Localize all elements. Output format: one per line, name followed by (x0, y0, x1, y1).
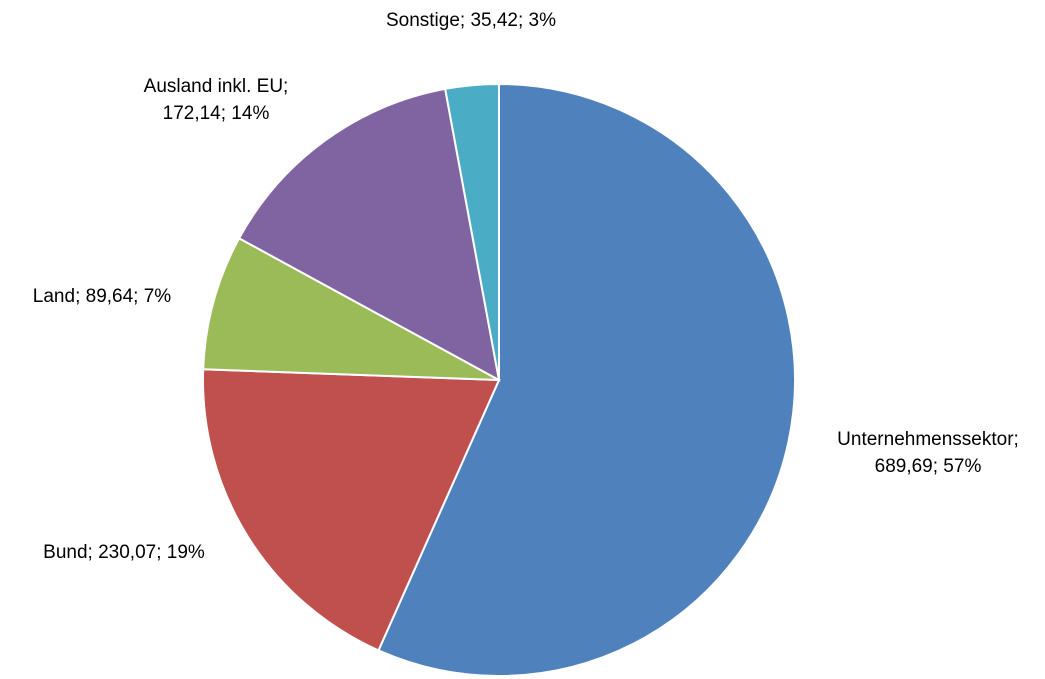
data-label: Sonstige; 35,42; 3% (386, 10, 556, 31)
slice (202, 236, 500, 381)
data-label: Bund; 230,07; 19% (43, 542, 205, 563)
slice (444, 82, 500, 381)
slice (377, 82, 796, 677)
data-label: 172,14; 14% (163, 103, 270, 124)
data-label: Unternehmenssektor; (837, 429, 1019, 450)
data-label: Land; 89,64; 7% (33, 286, 171, 307)
slice (202, 368, 501, 652)
data-label: 689,69; 57% (875, 456, 982, 477)
data-label: Ausland inkl. EU; (144, 76, 289, 97)
slice (237, 87, 501, 382)
